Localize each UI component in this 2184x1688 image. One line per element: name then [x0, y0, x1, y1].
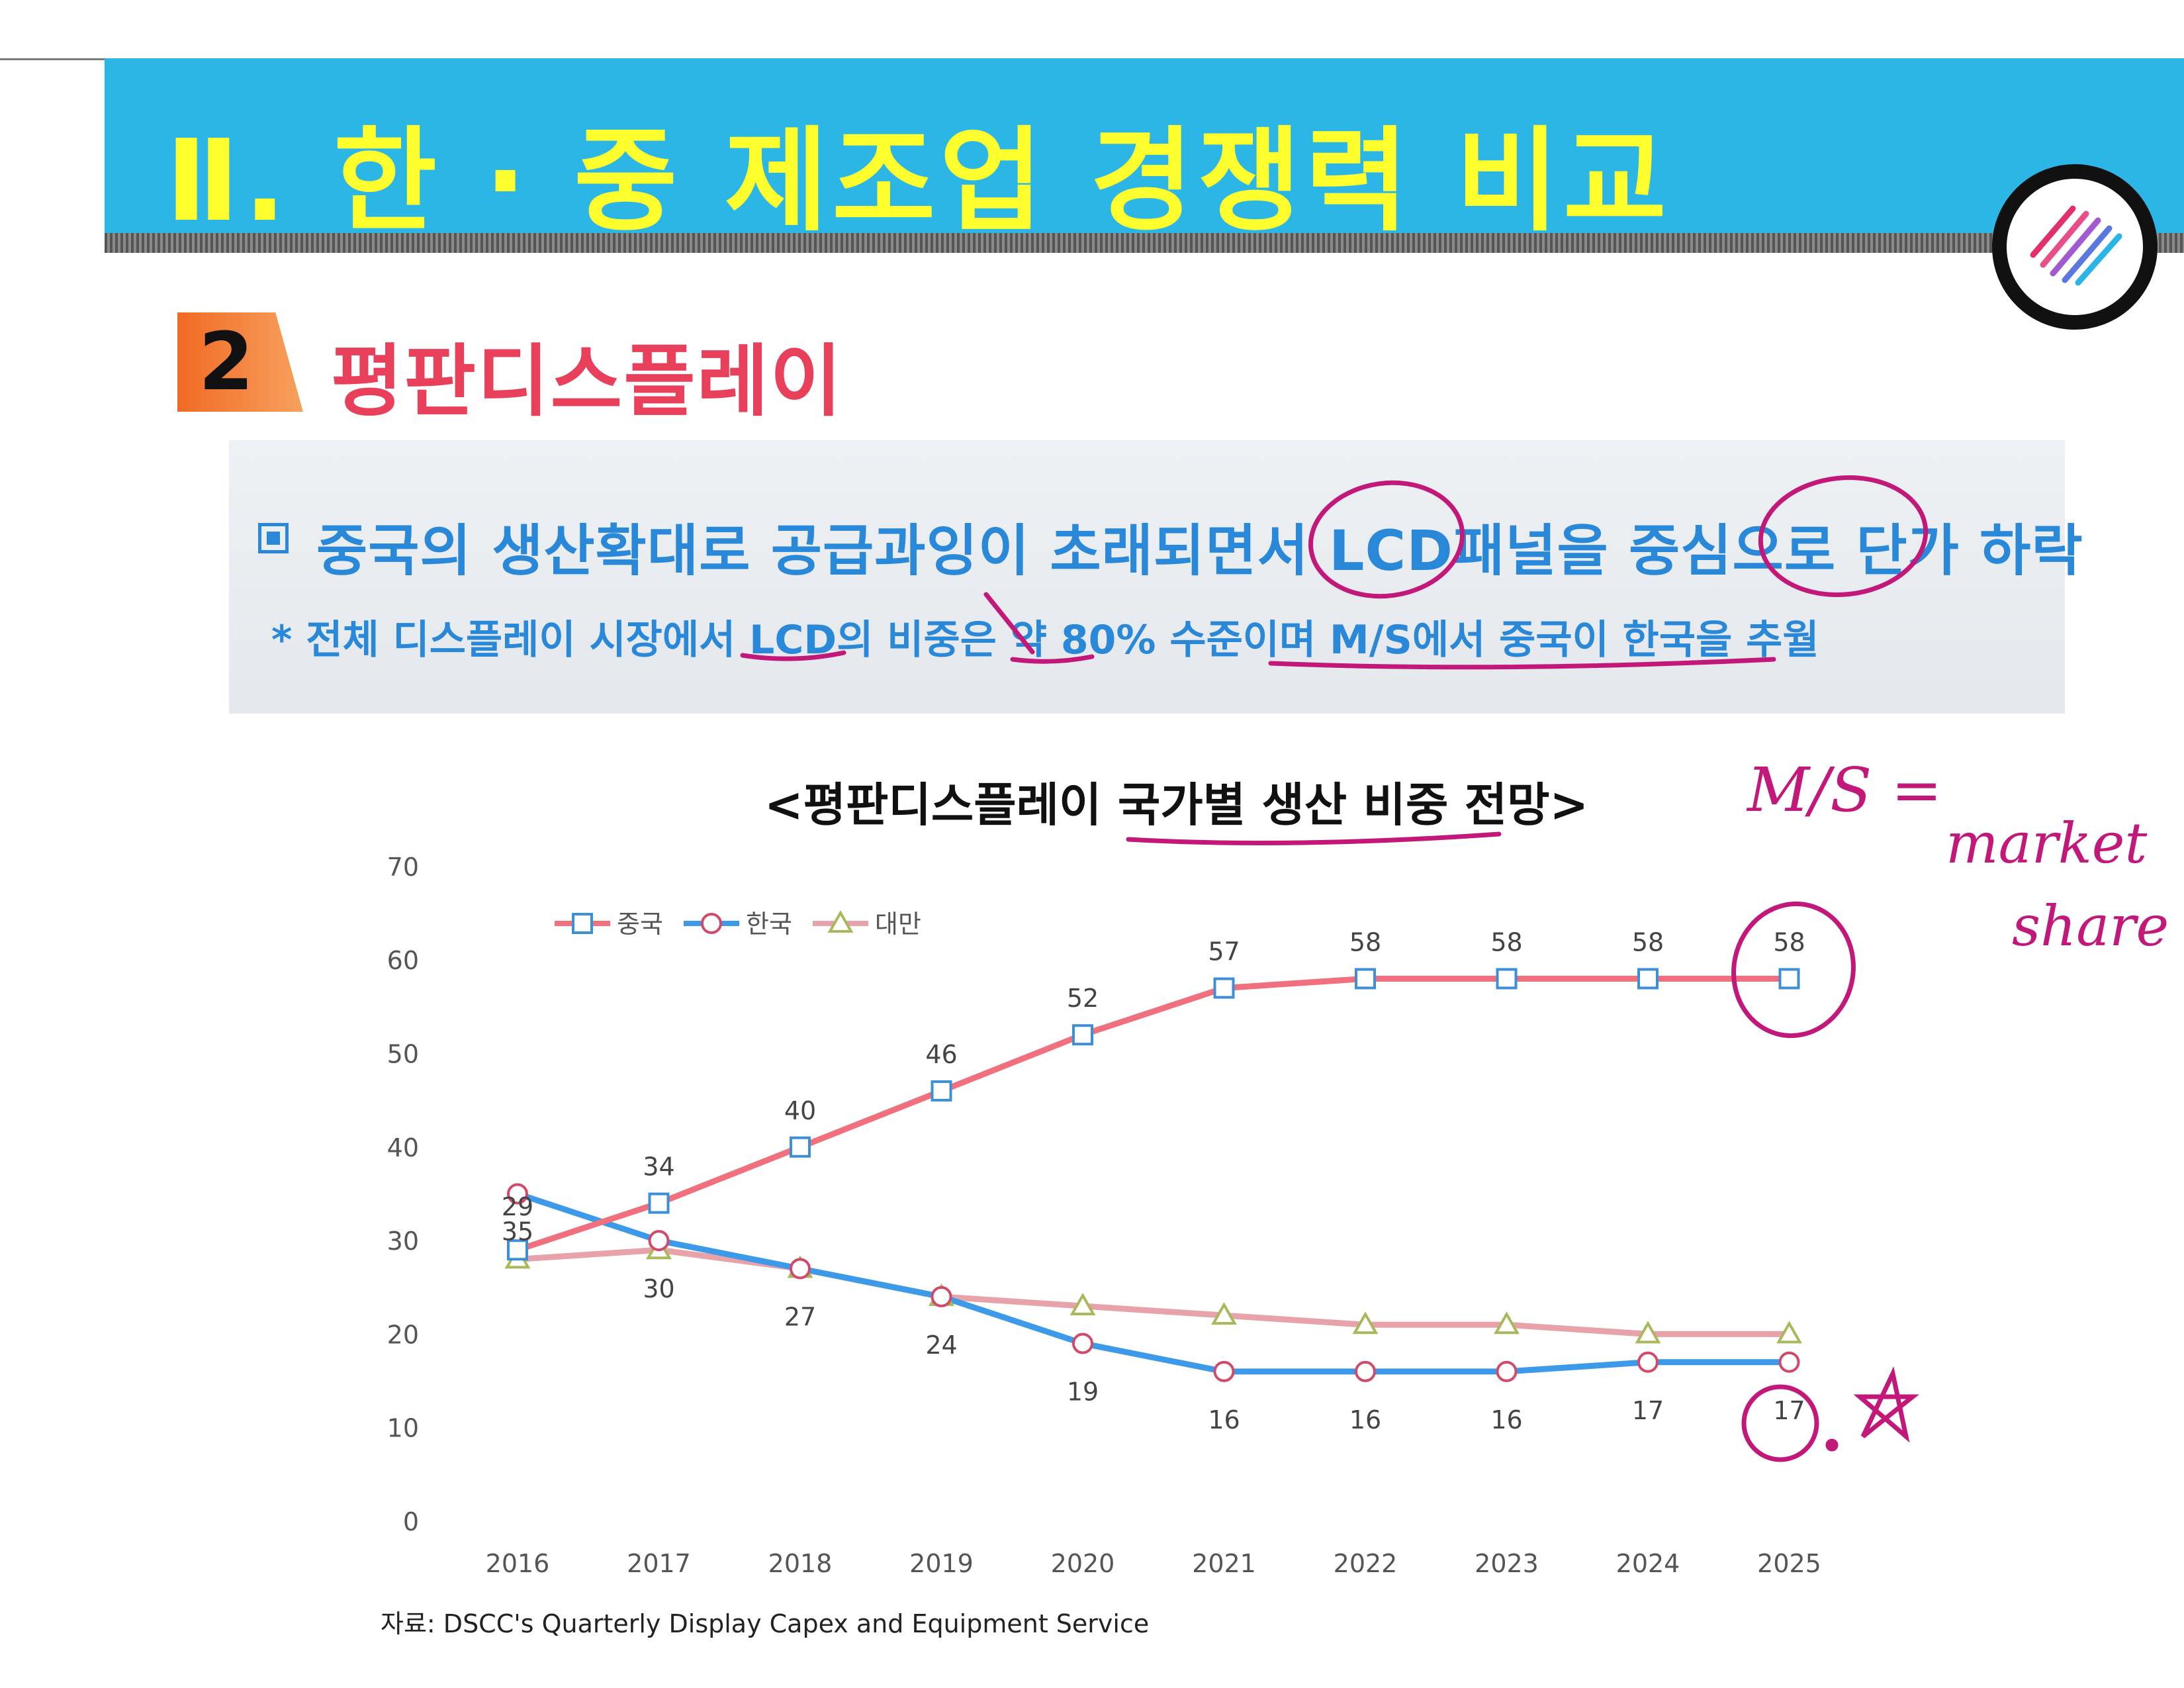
x-tick-label: 2025 — [1757, 1549, 1821, 1578]
x-tick-label: 2016 — [486, 1549, 550, 1578]
y-tick-label: 60 — [387, 946, 419, 975]
data-label-korea: 17 — [1773, 1396, 1805, 1425]
legend-marker-korea — [701, 913, 722, 934]
x-tick-label: 2024 — [1616, 1549, 1680, 1578]
data-point-taiwan — [1069, 1292, 1096, 1316]
data-point-china — [507, 1239, 528, 1261]
bullet-square-icon — [258, 523, 289, 553]
section-title: 평판디스플레이 — [331, 336, 843, 427]
y-tick-label: 20 — [387, 1320, 419, 1349]
header-banner — [105, 58, 2184, 245]
y-tick-label: 30 — [387, 1227, 419, 1256]
data-label-china: 29 — [502, 1192, 533, 1221]
data-point-taiwan — [1776, 1321, 1802, 1344]
data-point-korea — [1496, 1360, 1518, 1382]
series-line-taiwan — [514, 1246, 1792, 1337]
handwritten-ms: M/S = — [1747, 755, 1942, 825]
handwritten-market: market — [1946, 811, 2148, 876]
y-tick-label: 50 — [387, 1040, 419, 1069]
data-point-china — [1637, 968, 1659, 990]
logo-icon — [2030, 205, 2122, 286]
data-point-korea — [648, 1230, 670, 1252]
data-label-korea: 24 — [925, 1331, 957, 1360]
data-label-korea: 27 — [784, 1302, 816, 1331]
data-point-china — [1213, 977, 1235, 999]
data-label-china: 52 — [1067, 984, 1099, 1013]
y-tick-label: 10 — [387, 1414, 419, 1443]
data-label-korea: 17 — [1632, 1396, 1664, 1425]
page-title: Ⅱ. 한 · 중 제조업 경쟁력 비교 — [165, 116, 1671, 247]
data-point-korea — [1637, 1351, 1659, 1373]
legend-label-china: 중국 — [617, 910, 663, 939]
data-label-korea: 35 — [502, 1217, 533, 1246]
x-tick-label: 2017 — [627, 1549, 691, 1578]
data-label-korea: 16 — [1490, 1405, 1522, 1434]
chart-title: <평판디스플레이 국가별 생산 비중 전망> — [764, 778, 1589, 832]
data-point-korea — [1213, 1360, 1235, 1382]
data-point-taiwan — [1352, 1311, 1379, 1335]
data-label-china: 58 — [1632, 927, 1664, 957]
section-number: 2 — [199, 316, 254, 408]
x-tick-label: 2021 — [1192, 1549, 1256, 1578]
data-point-china — [1072, 1024, 1093, 1046]
x-tick-label: 2019 — [909, 1549, 974, 1578]
y-tick-label: 70 — [387, 853, 419, 882]
x-tick-label: 2022 — [1334, 1549, 1398, 1578]
series-line-korea — [514, 1190, 1792, 1375]
legend-label-korea: 한국 — [746, 910, 792, 939]
data-point-china — [1778, 968, 1800, 990]
legend-label-taiwan: 대만 — [875, 910, 921, 939]
data-point-korea — [1778, 1351, 1800, 1373]
handwritten-share: share — [2012, 894, 2169, 959]
data-point-korea — [931, 1286, 952, 1307]
data-label-china: 57 — [1208, 937, 1240, 966]
data-point-taiwan — [1494, 1311, 1520, 1335]
data-point-taiwan — [1211, 1302, 1237, 1325]
x-tick-label: 2018 — [768, 1549, 833, 1578]
data-label-china: 58 — [1773, 927, 1805, 957]
data-label-korea: 16 — [1349, 1405, 1381, 1434]
data-label-china: 34 — [643, 1152, 674, 1182]
x-tick-label: 2020 — [1051, 1549, 1115, 1578]
series-line-china — [514, 975, 1792, 1253]
chart-source: 자료: DSCC's Quarterly Display Capex and E… — [381, 1609, 1150, 1638]
y-tick-label: 40 — [387, 1133, 419, 1162]
logo-ring — [1992, 164, 2158, 330]
data-point-china — [1496, 968, 1518, 990]
data-label-korea: 30 — [643, 1274, 674, 1303]
banner-stripe — [105, 233, 2184, 253]
data-point-korea — [507, 1183, 528, 1205]
x-tick-label: 2023 — [1475, 1549, 1539, 1578]
data-point-china — [648, 1192, 670, 1214]
data-point-china — [931, 1080, 952, 1102]
data-point-korea — [1355, 1360, 1376, 1382]
data-label-china: 58 — [1349, 927, 1381, 957]
data-label-china: 46 — [925, 1040, 957, 1069]
data-label-china: 58 — [1490, 927, 1522, 957]
data-point-china — [790, 1136, 811, 1158]
data-point-korea — [1072, 1333, 1093, 1354]
y-tick-label: 0 — [403, 1507, 419, 1536]
legend-marker-china — [572, 913, 593, 934]
legend-marker-taiwan — [827, 910, 854, 933]
data-point-taiwan — [1635, 1321, 1661, 1344]
data-point-korea — [790, 1258, 811, 1280]
data-label-china: 40 — [784, 1096, 816, 1125]
data-label-korea: 16 — [1208, 1405, 1240, 1434]
data-point-china — [1355, 968, 1376, 990]
data-label-korea: 19 — [1067, 1378, 1099, 1407]
